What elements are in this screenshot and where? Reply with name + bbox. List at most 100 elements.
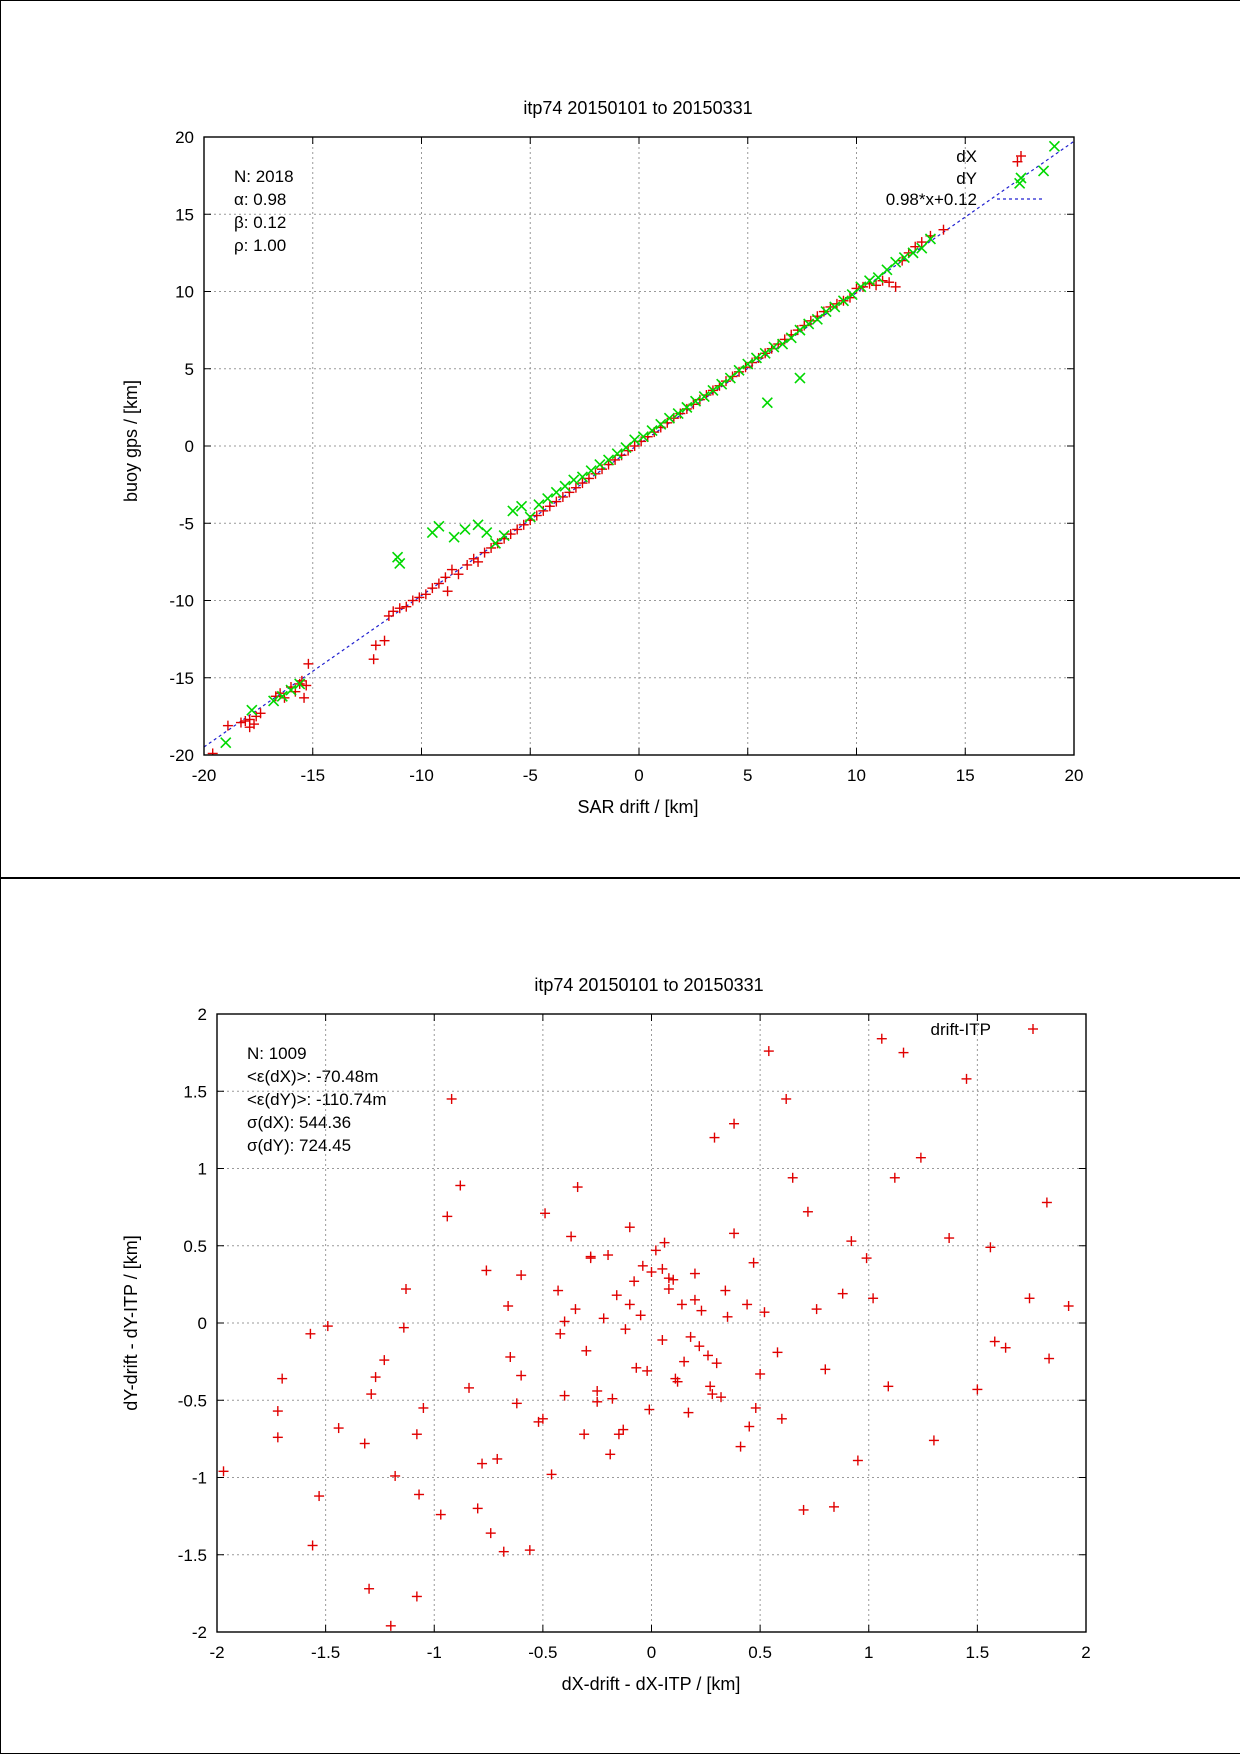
data-point	[294, 678, 306, 690]
data-point	[709, 1132, 720, 1143]
data-point	[759, 1307, 770, 1318]
data-point	[915, 1152, 926, 1163]
data-point	[985, 1242, 996, 1253]
data-point	[538, 505, 549, 516]
data-point	[657, 1263, 668, 1274]
data-point	[768, 341, 780, 353]
legend-entry-drift-itp: drift-ITP	[931, 1020, 991, 1039]
data-point	[884, 277, 895, 288]
data-point	[272, 1406, 283, 1417]
data-point	[440, 572, 451, 583]
plot-area	[218, 1033, 1074, 1631]
data-point	[390, 1470, 401, 1481]
data-point	[624, 1299, 635, 1310]
data-point	[655, 418, 667, 430]
x-tick-label: -0.5	[528, 1643, 557, 1662]
data-point	[781, 1093, 792, 1104]
y-tick-label: 20	[175, 128, 194, 147]
data-point	[837, 295, 850, 307]
chart-panel-top: itp74 20150101 to 20150331 SAR drift / […	[1, 1, 1240, 878]
series-dx-points	[207, 156, 1023, 755]
data-point	[846, 1236, 857, 1247]
data-point	[898, 1047, 909, 1058]
x-tick-label: -1.5	[311, 1643, 340, 1662]
data-point	[852, 1455, 863, 1466]
data-point	[871, 280, 882, 291]
legend-marker-dy	[1015, 172, 1027, 184]
data-point	[303, 658, 314, 669]
data-point	[820, 1364, 831, 1375]
data-point	[916, 237, 927, 248]
x-tick-label: 2	[1081, 1643, 1090, 1662]
data-point	[379, 1355, 390, 1366]
y-tick-label: 0.5	[183, 1237, 207, 1256]
data-point	[249, 719, 260, 730]
data-point	[455, 1180, 466, 1191]
y-tick-label: 0	[198, 1314, 207, 1333]
data-point	[629, 441, 640, 451]
data-point	[559, 480, 571, 492]
legend-entry-fit: 0.98*x+0.12	[886, 190, 977, 209]
data-point	[359, 1438, 370, 1449]
x-tick-label: 10	[847, 766, 866, 785]
data-point	[333, 1423, 344, 1434]
data-point	[477, 1458, 488, 1469]
stats-mean-ey: <ε(dY)>: -110.74m	[247, 1090, 387, 1109]
chart-title: itp74 20150101 to 20150331	[523, 98, 752, 118]
y-tick-label: -1.5	[178, 1546, 207, 1565]
series-dy-points	[220, 140, 1060, 749]
stats-sigma-dy: σ(dY): 724.45	[247, 1136, 351, 1155]
chart-title: itp74 20150101 to 20150331	[534, 975, 763, 995]
data-point	[611, 448, 623, 460]
data-point	[683, 1407, 694, 1418]
y-tick-label: -1	[192, 1469, 207, 1488]
data-point	[285, 684, 297, 696]
data-point	[394, 557, 406, 569]
gridlines	[204, 137, 1074, 755]
data-point	[907, 247, 919, 259]
data-point	[388, 606, 399, 617]
data-point	[407, 595, 418, 606]
x-tick-label: -1	[427, 1643, 442, 1662]
data-point	[855, 281, 867, 293]
y-tick-label: 15	[175, 205, 194, 224]
y-tick-label: -2	[192, 1623, 207, 1642]
x-tick-label: -10	[409, 766, 434, 785]
data-point	[744, 1421, 755, 1432]
data-point	[481, 1265, 492, 1276]
data-point	[603, 459, 614, 470]
data-point	[716, 1392, 727, 1403]
data-point	[828, 1501, 839, 1512]
series-drift-itp-points	[218, 1033, 1074, 1631]
data-point	[505, 1351, 516, 1362]
data-point	[868, 1293, 879, 1304]
data-point	[585, 465, 597, 477]
data-point	[685, 1331, 696, 1342]
x-tick-label: 1.5	[966, 1643, 990, 1662]
data-point	[531, 510, 542, 521]
data-point	[972, 1384, 983, 1395]
y-axis-label: buoy gps / [km]	[121, 380, 141, 502]
data-point	[729, 1228, 740, 1239]
data-point	[663, 412, 676, 424]
data-point	[411, 1591, 422, 1602]
plot-frame	[216, 1013, 1087, 1633]
data-point	[702, 1350, 713, 1361]
data-point	[890, 281, 901, 292]
stats-n: N: 1009	[247, 1044, 307, 1063]
data-point	[644, 1404, 655, 1415]
data-point	[820, 306, 832, 318]
data-point	[411, 1429, 422, 1440]
data-point	[542, 492, 554, 505]
data-point	[776, 1413, 787, 1424]
y-tick-label: -0.5	[178, 1391, 207, 1410]
y-tick-label: 2	[198, 1005, 207, 1024]
data-point	[759, 347, 771, 359]
data-point	[481, 526, 493, 539]
data-point	[607, 1393, 618, 1404]
data-point	[944, 1233, 955, 1244]
data-point	[890, 256, 902, 268]
data-point	[442, 1211, 453, 1222]
data-point	[716, 378, 728, 390]
data-point	[635, 1310, 646, 1321]
